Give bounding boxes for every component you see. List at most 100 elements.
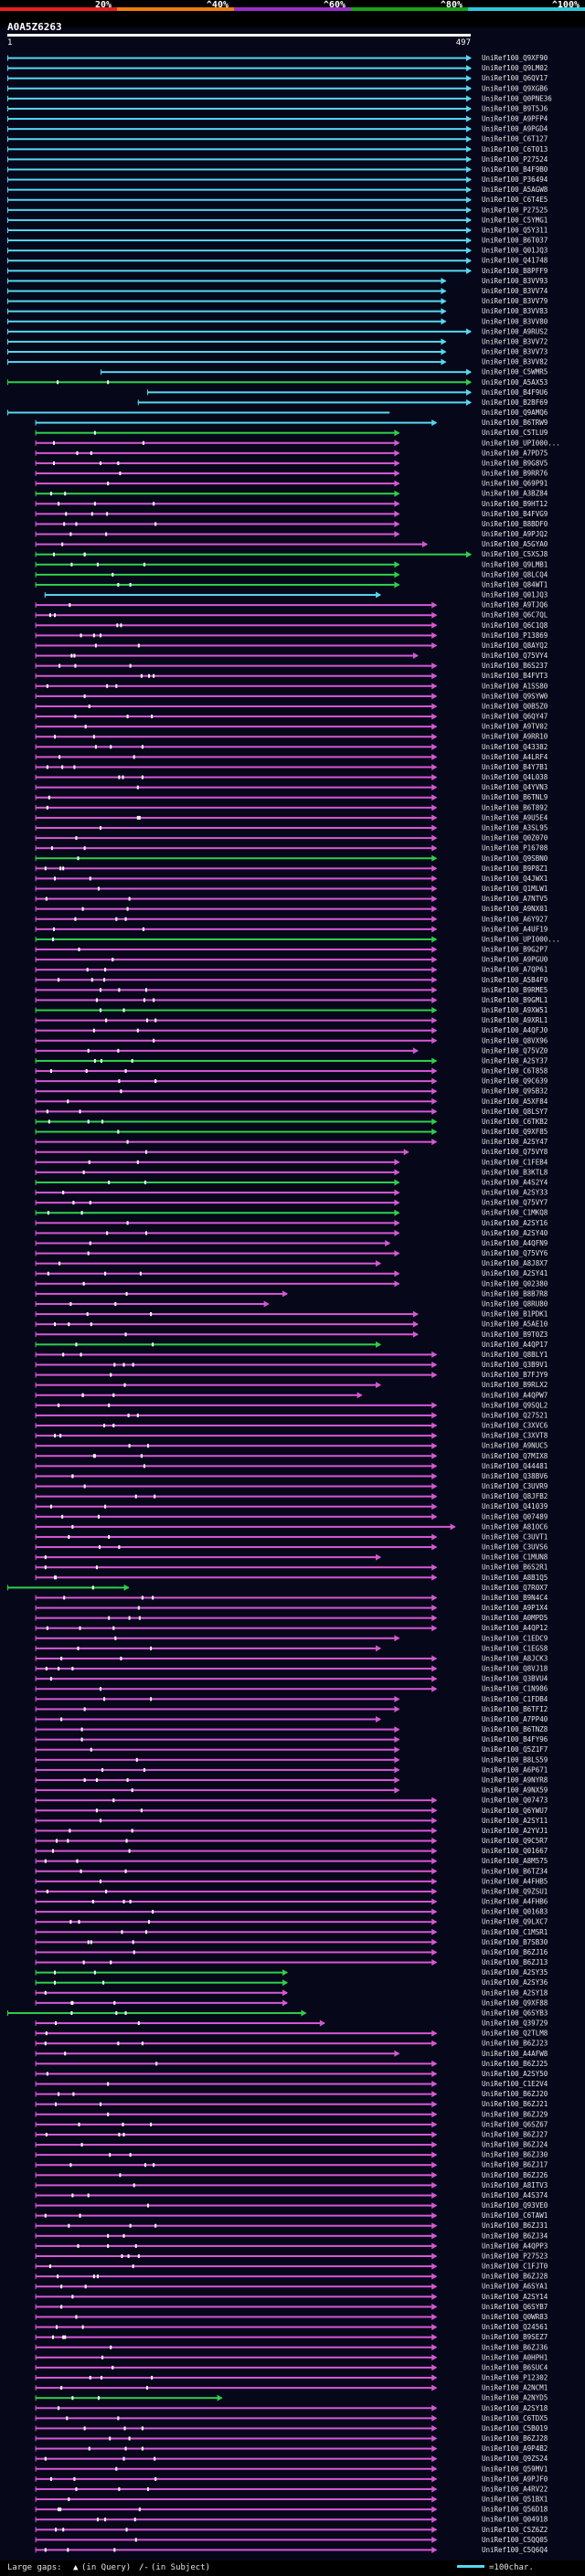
hit-label[interactable]: UniRef100_C1MSR1 <box>482 1928 548 1936</box>
hit-label[interactable]: UniRef100_C5Q6Q4 <box>482 2546 548 2554</box>
hit-label[interactable]: UniRef100_C6TDX5 <box>482 2414 548 2422</box>
hit-row[interactable]: UniRef100_Q9SBN0 <box>35 854 548 863</box>
hit-bar[interactable] <box>35 897 437 900</box>
hit-label[interactable]: UniRef100_B6ZJ36 <box>482 2343 548 2351</box>
hit-row[interactable]: UniRef100_B9G2P7 <box>35 946 548 954</box>
hit-bar[interactable] <box>35 1596 437 1599</box>
hit-row[interactable]: UniRef100_Q4JWX1 <box>35 875 548 883</box>
hit-label[interactable]: UniRef100_C5Z6Z2 <box>482 2526 548 2534</box>
hit-row[interactable]: UniRef100_A0HPH1 <box>35 2353 548 2361</box>
hit-label[interactable]: UniRef100_A5AE10 <box>482 1320 548 1329</box>
hit-bar[interactable] <box>35 1353 437 1356</box>
hit-bar[interactable] <box>35 1991 288 1994</box>
hit-label[interactable]: UniRef100_A9TV02 <box>482 723 548 731</box>
hit-label[interactable]: UniRef100_A2SY11 <box>482 1817 548 1825</box>
hit-label[interactable]: UniRef100_A5GYA0 <box>482 540 548 548</box>
hit-row[interactable]: UniRef100_Q59MV1 <box>35 2465 548 2473</box>
hit-bar[interactable] <box>35 2174 437 2177</box>
hit-label[interactable]: UniRef100_C5YMG1 <box>482 216 548 224</box>
hit-label[interactable]: UniRef100_A5XF84 <box>482 1097 548 1106</box>
hit-row[interactable]: UniRef100_Q9SQL2 <box>35 1401 548 1409</box>
hit-bar[interactable] <box>35 1839 437 1842</box>
hit-bar[interactable] <box>35 1606 437 1609</box>
hit-row[interactable]: UniRef100_B6ZJ25 <box>35 2060 548 2068</box>
hit-row[interactable]: UniRef100_A9NUC5 <box>35 1442 548 1450</box>
hit-bar[interactable] <box>35 614 437 617</box>
hit-row[interactable]: UniRef100_B6ZJ26 <box>35 2171 548 2179</box>
hit-row[interactable]: UniRef100_B6T037 <box>7 237 548 245</box>
hit-row[interactable]: UniRef100_A2NCM1 <box>35 2384 548 2392</box>
hit-label[interactable]: UniRef100_C3XVC6 <box>482 1422 548 1430</box>
hit-row[interactable]: UniRef100_Q8LCQ4 <box>35 570 548 578</box>
hit-label[interactable]: UniRef100_A4QPP3 <box>482 2242 548 2250</box>
hit-row[interactable]: UniRef100_A7NTV5 <box>35 895 548 903</box>
hit-row[interactable]: UniRef100_B9T5J6 <box>7 104 548 112</box>
hit-label[interactable]: UniRef100_B3VV93 <box>482 277 548 285</box>
hit-bar[interactable] <box>35 1150 409 1153</box>
hit-label[interactable]: UniRef100_Q0B5Z0 <box>482 702 548 710</box>
hit-bar[interactable] <box>35 1850 437 1852</box>
hit-bar[interactable] <box>35 827 437 830</box>
hit-bar[interactable] <box>35 1911 437 1913</box>
hit-bar[interactable] <box>35 816 437 819</box>
hit-row[interactable]: UniRef100_Q9SB32 <box>35 1087 548 1096</box>
hit-row[interactable]: UniRef100_C3XVT8 <box>35 1432 548 1440</box>
hit-row[interactable]: UniRef100_B3VV93 <box>7 277 548 285</box>
hit-row[interactable]: UniRef100_C6T858 <box>35 1067 548 1076</box>
hit-label[interactable]: UniRef100_A3SL95 <box>482 824 548 832</box>
hit-row[interactable]: UniRef100_Q44481 <box>35 1462 548 1470</box>
hit-label[interactable]: UniRef100_Q9ZSU1 <box>482 1887 548 1895</box>
hit-label[interactable]: UniRef100_A9XRL1 <box>482 1016 548 1024</box>
hit-row[interactable]: UniRef100_B9T0Z3 <box>35 1330 548 1339</box>
hit-row[interactable]: UniRef100_Q84WT1 <box>35 580 548 588</box>
hit-bar[interactable] <box>35 806 437 809</box>
hit-label[interactable]: UniRef100_B6ZJ31 <box>482 2221 548 2230</box>
hit-label[interactable]: UniRef100_B9T5J6 <box>482 104 548 112</box>
hit-label[interactable]: UniRef100_B8LS59 <box>482 1755 548 1764</box>
hit-label[interactable]: UniRef100_A81OC6 <box>482 1522 548 1531</box>
hit-bar[interactable] <box>35 2184 437 2187</box>
hit-row[interactable]: UniRef100_Q75VY6 <box>35 1249 548 1257</box>
hit-label[interactable]: UniRef100_A5AX53 <box>482 378 548 387</box>
hit-row[interactable]: UniRef100_B6ZJ20 <box>35 2090 548 2098</box>
hit-label[interactable]: UniRef100_A9PGU0 <box>482 956 548 964</box>
hit-bar[interactable] <box>35 1232 399 1235</box>
hit-label[interactable]: UniRef100_Q56D18 <box>482 2506 548 2514</box>
hit-row[interactable]: UniRef100_B3VV74 <box>7 287 548 295</box>
hit-label[interactable]: UniRef100_B9RME5 <box>482 986 548 994</box>
hit-label[interactable]: UniRef100_A9NUC5 <box>482 1442 548 1450</box>
hit-bar[interactable] <box>7 320 446 323</box>
hit-row[interactable]: UniRef100_A4AFW8 <box>35 2050 548 2058</box>
hit-row[interactable]: UniRef100_Q8LSY7 <box>35 1108 548 1116</box>
hit-label[interactable]: UniRef100_Q6SZ67 <box>482 2120 548 2128</box>
hit-label[interactable]: UniRef100_Q07473 <box>482 1797 548 1805</box>
hit-row[interactable]: UniRef100_B6ZJ27 <box>35 2130 548 2138</box>
hit-bar[interactable] <box>7 198 471 201</box>
hit-row[interactable]: UniRef100_A5AX53 <box>7 378 548 387</box>
hit-bar[interactable] <box>7 330 471 333</box>
hit-row[interactable]: UniRef100_A2SY47 <box>35 1138 548 1146</box>
hit-bar[interactable] <box>35 1546 437 1549</box>
hit-bar[interactable] <box>35 938 437 940</box>
hit-label[interactable]: UniRef100_A4S374 <box>482 2191 548 2200</box>
hit-label[interactable]: UniRef100_B9GML1 <box>482 996 548 1004</box>
hit-label[interactable]: UniRef100_Q01667 <box>482 1847 548 1855</box>
hit-label[interactable]: UniRef100_B6ZJ24 <box>482 2141 548 2149</box>
hit-label[interactable]: UniRef100_Q9SBN0 <box>482 854 548 863</box>
hit-row[interactable]: UniRef100_A2SY18 <box>35 1988 548 1997</box>
hit-label[interactable]: UniRef100_Q27521 <box>482 1411 548 1419</box>
hit-bar[interactable] <box>7 270 471 272</box>
hit-row[interactable]: UniRef100_Q6QV17 <box>7 74 548 82</box>
hit-bar[interactable] <box>35 1080 437 1083</box>
hit-row[interactable]: UniRef100_A9PGD4 <box>7 125 548 133</box>
hit-bar[interactable] <box>35 1678 437 1680</box>
hit-bar[interactable] <box>35 1019 437 1022</box>
hit-bar[interactable] <box>35 2052 399 2055</box>
hit-bar[interactable] <box>35 2072 437 2075</box>
hit-bar[interactable] <box>35 2487 437 2490</box>
hit-row[interactable]: UniRef100_C5TLU9 <box>35 429 548 437</box>
hit-row[interactable]: UniRef100_B3VV82 <box>7 358 548 366</box>
hit-bar[interactable] <box>35 604 437 607</box>
hit-row[interactable]: UniRef100_C5B019 <box>35 2424 548 2433</box>
hit-bar[interactable] <box>35 503 399 505</box>
